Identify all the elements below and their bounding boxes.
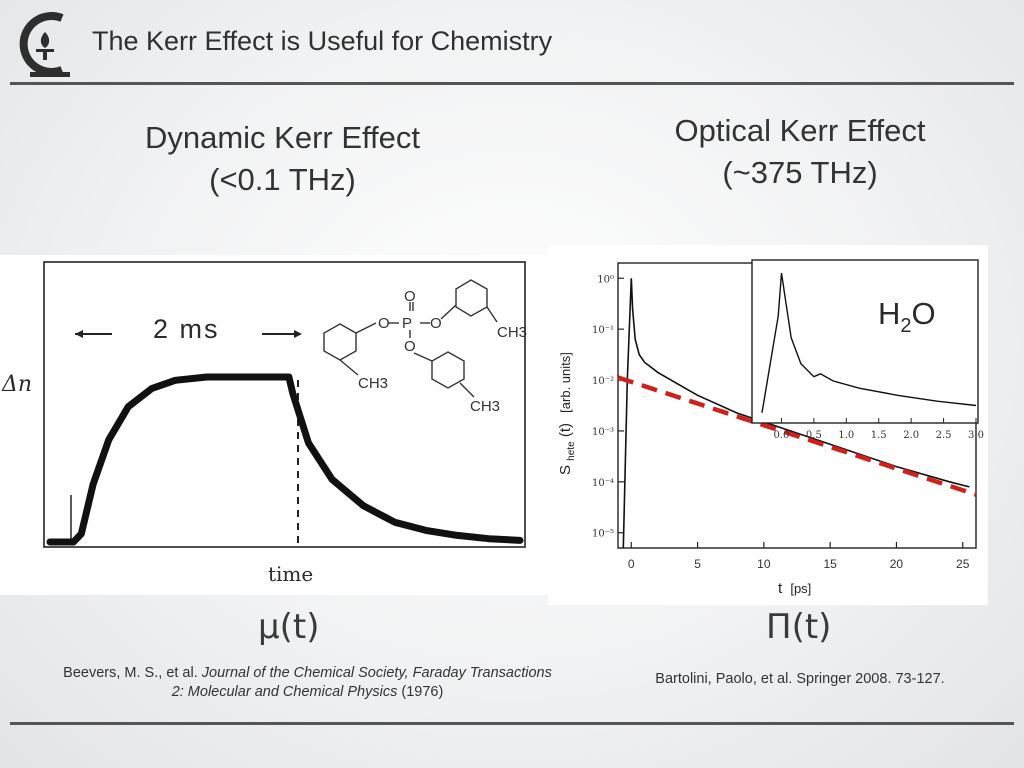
x-tick-label: 0 [628, 557, 635, 571]
y-axis-args: (t) [557, 423, 574, 437]
y-tick-label: 10⁰ [597, 274, 614, 285]
methyl-bottom: CH3 [470, 398, 500, 415]
h2o-subscript: 2 [900, 315, 912, 337]
y-tick-label: 10⁻³ [592, 427, 614, 438]
x-axis-label: t [ps] [778, 580, 811, 597]
inset-x-tick-group: 0.0 0.5 1.0 1.5 2.0 2.5 3.0 [774, 418, 984, 441]
x-axis-label: time [268, 562, 314, 586]
inset-x-tick-label: 2.5 [936, 430, 952, 441]
ring-top-right [455, 279, 488, 317]
university-logo [19, 12, 70, 77]
atom-o-right: O [430, 315, 442, 332]
birefringence-curve [46, 373, 524, 546]
ring-bottom [431, 351, 465, 389]
inset-x-tick-label: 1.5 [871, 430, 887, 441]
slide-title: The Kerr Effect is Useful for Chemistry [92, 26, 553, 56]
inset-curve [761, 272, 977, 413]
x-tick-label: 5 [694, 557, 701, 571]
inset-x-tick-label: 0.5 [806, 430, 822, 441]
y-axis-symbol: S [557, 465, 574, 475]
y-tick-group: 10⁰ 10⁻¹ 10⁻² 10⁻³ 10⁻⁴ 10⁻⁵ [592, 274, 624, 540]
atom-o-bottom: O [404, 338, 416, 355]
inset-x-tick-label: 1.0 [838, 430, 854, 441]
right-heading-line2: (~375 THz) [722, 155, 878, 190]
ref-year: (1976) [397, 684, 444, 700]
inset-x-tick-label: 3.0 [968, 430, 984, 441]
y-tick-label: 10⁻⁵ [592, 529, 614, 540]
inset-x-tick-label: 2.0 [903, 430, 919, 441]
x-axis-symbol: t [778, 580, 783, 597]
left-reference: Beevers, M. S., et al. Journal of the Ch… [60, 664, 555, 702]
right-column-heading: Optical Kerr Effect (~375 THz) [600, 110, 1000, 194]
y-axis-subscript: hete [566, 441, 577, 461]
h2o-o: O [911, 296, 936, 331]
duration-label: 2 ms [153, 314, 220, 344]
header-divider [10, 82, 1014, 85]
inset-x-tick-label: 0.0 [774, 430, 790, 441]
ring-left [323, 323, 357, 361]
y-tick-label: 10⁻² [592, 376, 614, 387]
molecule-structure [323, 279, 498, 398]
ref-authors: Beevers, M. S., et al. [63, 665, 202, 681]
h2o-h: H [878, 296, 901, 331]
ref-journal: Journal of the Chemical Society, Faraday… [171, 665, 552, 700]
y-axis-label: S hete (t) [arb. units] [557, 352, 578, 475]
y-axis-label: Δn [2, 372, 33, 397]
methyl-left: CH3 [358, 375, 388, 392]
left-heading-line2: (<0.1 THz) [209, 162, 356, 197]
x-tick-label: 20 [890, 557, 904, 571]
x-tick-label: 15 [823, 557, 837, 571]
exponential-fit-line [617, 375, 977, 497]
methyl-top-right: CH3 [497, 324, 527, 341]
atom-o-left: O [378, 315, 390, 332]
atom-p: P [402, 315, 412, 332]
inset-frame [751, 259, 979, 424]
dynamic-kerr-frame [43, 261, 526, 548]
x-axis-unit: [ps] [790, 581, 811, 596]
inset-molecule-label: H2O [878, 296, 936, 338]
y-axis-unit: [arb. units] [558, 352, 573, 413]
right-arrow-head [294, 330, 302, 338]
mu-symbol: μ(t) [258, 607, 320, 647]
atom-o-top: O [404, 288, 416, 305]
dynamic-kerr-figure: O P O O O CH3 CH3 CH3 [0, 255, 560, 595]
right-reference: Bartolini, Paolo, et al. Springer 2008. … [655, 671, 945, 687]
left-column-heading: Dynamic Kerr Effect (<0.1 THz) [90, 117, 475, 201]
y-tick-label: 10⁻⁴ [592, 478, 614, 489]
x-tick-group: 0 5 10 15 20 25 [628, 542, 970, 571]
left-heading-line1: Dynamic Kerr Effect [144, 120, 421, 155]
x-tick-label: 25 [956, 557, 970, 571]
molecule-atom-labels: O P O O O CH3 CH3 CH3 [358, 288, 527, 415]
y-tick-label: 10⁻¹ [592, 325, 614, 336]
pi-symbol: Π(t) [766, 607, 832, 647]
x-tick-label: 10 [757, 557, 771, 571]
footer-divider [10, 722, 1014, 725]
left-arrow-head [75, 330, 83, 338]
right-heading-line1: Optical Kerr Effect [674, 113, 926, 148]
